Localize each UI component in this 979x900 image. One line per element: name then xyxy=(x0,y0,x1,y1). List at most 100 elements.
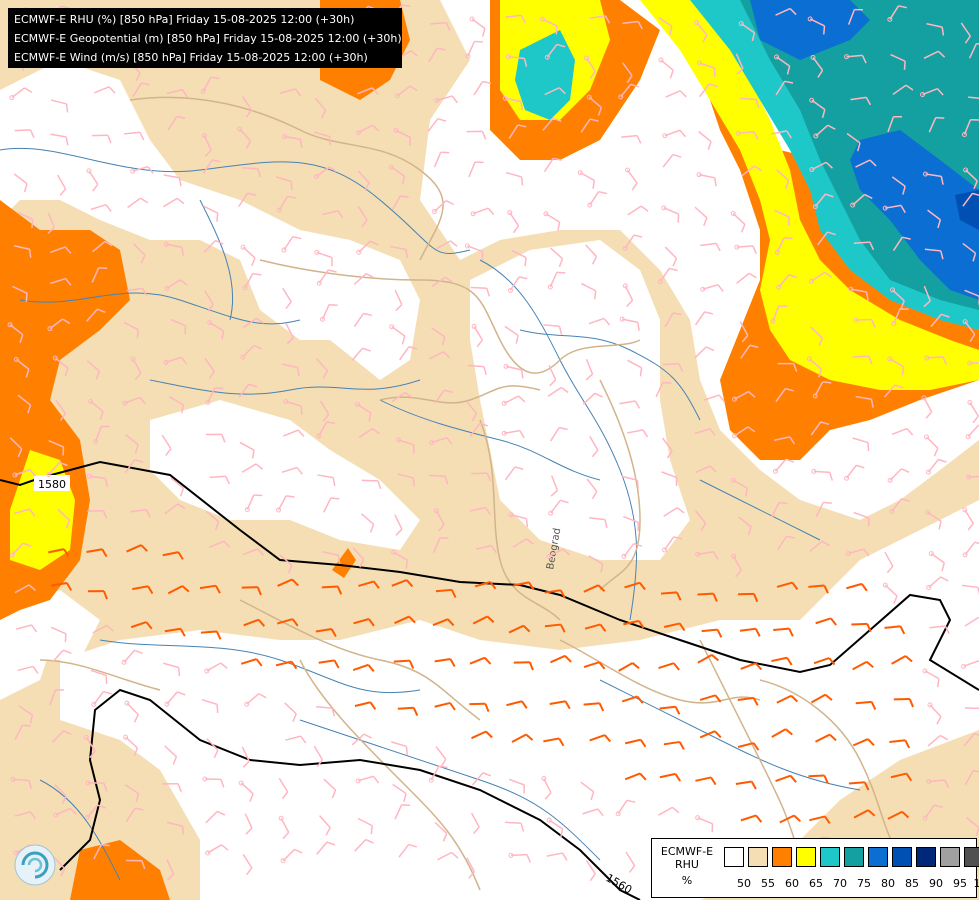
wind-barb xyxy=(52,355,69,377)
wind-barb xyxy=(167,115,186,131)
wind-barb xyxy=(930,313,950,328)
wind-barb xyxy=(501,395,526,406)
wind-barb xyxy=(163,662,181,677)
wind-barb xyxy=(618,83,640,100)
wind-barb xyxy=(433,537,449,553)
wind-barb xyxy=(431,327,446,346)
wind-barb xyxy=(619,400,641,409)
wind-barb xyxy=(809,97,826,118)
wind-barb xyxy=(734,244,758,254)
wind-barb xyxy=(924,248,944,260)
wind-barb xyxy=(624,738,647,748)
wind-barb xyxy=(809,161,833,172)
wind-barb xyxy=(964,770,979,786)
wind-barb xyxy=(166,821,185,835)
wind-barb xyxy=(546,817,564,838)
wind-barb xyxy=(583,584,606,593)
wind-barb xyxy=(505,14,526,24)
wind-barb xyxy=(738,21,756,42)
wind-barb xyxy=(539,16,558,35)
wind-barb xyxy=(393,127,412,146)
wind-barb xyxy=(544,623,566,633)
wind-barb xyxy=(891,308,909,327)
wind-barb xyxy=(241,167,262,178)
wind-barb xyxy=(740,97,760,108)
wind-barb xyxy=(965,474,979,480)
wind-barb xyxy=(964,707,979,710)
wind-barb xyxy=(622,234,643,251)
wind-barb xyxy=(433,508,445,532)
wind-barb xyxy=(474,581,497,590)
wind-barb xyxy=(624,772,647,781)
wind-barb xyxy=(855,700,877,710)
wind-barb xyxy=(94,86,116,94)
wind-barb xyxy=(621,62,633,84)
contour-label-1580: 1580 xyxy=(38,478,66,491)
wind-barb xyxy=(466,400,478,422)
wind-barb xyxy=(889,498,910,515)
wind-barb xyxy=(810,421,830,436)
wind-barb xyxy=(14,129,35,139)
wind-barb xyxy=(48,548,70,557)
wind-barb xyxy=(357,170,370,191)
wind-barb xyxy=(205,510,220,530)
wind-barb xyxy=(694,206,708,227)
wind-barb xyxy=(815,501,832,518)
wind-barb xyxy=(738,516,752,536)
wind-barb xyxy=(9,542,32,558)
wind-barb xyxy=(775,80,794,96)
wind-barb xyxy=(696,60,716,77)
wind-barb xyxy=(850,193,873,208)
wind-barb xyxy=(244,494,263,513)
wind-barb xyxy=(241,463,264,473)
wind-barb xyxy=(13,244,32,258)
wind-barb xyxy=(12,285,28,302)
wind-barb xyxy=(664,312,682,328)
wind-barb xyxy=(773,436,796,445)
wind-barb xyxy=(243,618,266,627)
wind-barb xyxy=(318,815,331,836)
wind-barb xyxy=(427,117,447,132)
wind-barb xyxy=(807,16,826,35)
wind-barb xyxy=(123,131,145,141)
wind-barb xyxy=(967,399,979,424)
wind-barb xyxy=(429,474,449,485)
wind-barb xyxy=(283,399,303,415)
wind-barb xyxy=(657,267,678,285)
wind-barb xyxy=(623,619,645,629)
wind-barb xyxy=(544,589,566,599)
wind-barb xyxy=(508,852,532,863)
wind-barb xyxy=(281,466,303,475)
wind-barb xyxy=(166,859,175,881)
wind-barb xyxy=(502,95,523,111)
wind-barb xyxy=(694,346,715,359)
wind-barb xyxy=(471,772,492,786)
wind-barb xyxy=(506,171,524,186)
wind-barb xyxy=(737,742,760,751)
wind-barb xyxy=(203,205,219,222)
wind-barb xyxy=(433,151,450,168)
wind-barb xyxy=(57,508,71,529)
wind-barb xyxy=(470,207,495,217)
wind-barb xyxy=(434,95,458,104)
legend-swatch xyxy=(724,847,744,867)
wind-barb xyxy=(278,815,290,840)
legend-swatch xyxy=(916,847,936,867)
wind-barb xyxy=(162,782,182,792)
legend-swatch xyxy=(796,847,816,867)
wind-barb xyxy=(962,507,974,531)
wind-barb xyxy=(285,322,294,345)
wind-barb xyxy=(697,654,720,664)
wind-barb xyxy=(621,695,644,704)
legend-tick: 80 xyxy=(881,877,895,890)
wind-barb xyxy=(47,212,55,235)
wind-barb xyxy=(391,549,409,569)
wind-barb xyxy=(853,317,876,328)
wind-barb xyxy=(434,658,456,667)
wind-barb xyxy=(501,429,525,439)
wind-barb xyxy=(776,581,799,591)
country-borders xyxy=(39,96,901,891)
wind-barb xyxy=(125,434,139,454)
wind-barb xyxy=(655,381,672,398)
